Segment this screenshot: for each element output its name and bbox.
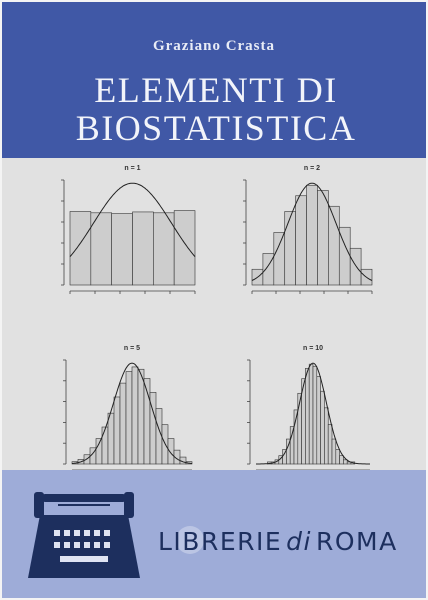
histogram-bar: [305, 368, 310, 465]
author: Graziano Crasta: [153, 38, 275, 54]
brand-city: ROMA: [316, 527, 398, 556]
brand: LIBRERIE di ROMA: [158, 527, 398, 556]
title-band: [2, 2, 426, 158]
panel-title: n = 2: [304, 165, 320, 172]
histogram-bar: [125, 371, 133, 465]
histogram-bar: [317, 190, 329, 286]
brand-di: di: [286, 527, 312, 556]
panel-title: n = 1: [124, 165, 140, 172]
typewriter-icon: [28, 492, 140, 578]
histogram-bar: [95, 438, 103, 465]
histogram-bar: [69, 211, 92, 286]
density-curve: [251, 182, 373, 281]
histogram-bar: [137, 368, 145, 465]
title-line: BIOSTATISTICA: [76, 108, 357, 148]
chart-area: [2, 158, 426, 472]
histogram-bar: [153, 212, 175, 286]
histogram-bar: [173, 210, 196, 286]
histogram-bar: [101, 426, 109, 465]
logo-mark: [176, 526, 204, 554]
density-curve: [69, 182, 196, 258]
histogram-bar: [167, 438, 175, 465]
histogram-bar: [273, 232, 286, 286]
histogram-panels: n = 1 n = 2 n = 5 n = 10: [61, 165, 373, 473]
histogram-bar: [316, 376, 321, 465]
histogram-bar: [308, 363, 314, 465]
histogram-bar: [155, 408, 163, 465]
histogram-bar: [132, 211, 154, 286]
histogram-bar: [331, 438, 337, 465]
panel-title: n = 5: [124, 345, 140, 352]
histogram-bar: [324, 407, 329, 465]
density-curve: [256, 362, 370, 465]
histogram-bar: [131, 366, 139, 465]
histogram-bar: [349, 247, 362, 286]
title-line: ELEMENTI DI: [94, 70, 337, 110]
panel-title: n = 10: [303, 345, 323, 352]
histogram-bar: [107, 412, 115, 465]
density-curve: [71, 362, 193, 464]
histogram-bar: [306, 184, 318, 286]
histogram-bar: [111, 213, 133, 286]
histogram-bar: [327, 424, 333, 465]
histogram-bar: [312, 365, 318, 465]
histogram-bar: [284, 211, 296, 286]
histogram-bar: [320, 390, 325, 465]
histogram-bar: [343, 459, 348, 465]
histogram-bar: [295, 195, 307, 286]
histogram-bar: [339, 455, 344, 465]
histogram-bar: [335, 449, 340, 465]
histogram-bar: [262, 253, 275, 286]
brand-main: LIBRERIE: [158, 527, 282, 556]
histogram-bar: [113, 396, 121, 465]
histogram-bar: [119, 382, 127, 465]
histogram-bar: [90, 212, 112, 286]
